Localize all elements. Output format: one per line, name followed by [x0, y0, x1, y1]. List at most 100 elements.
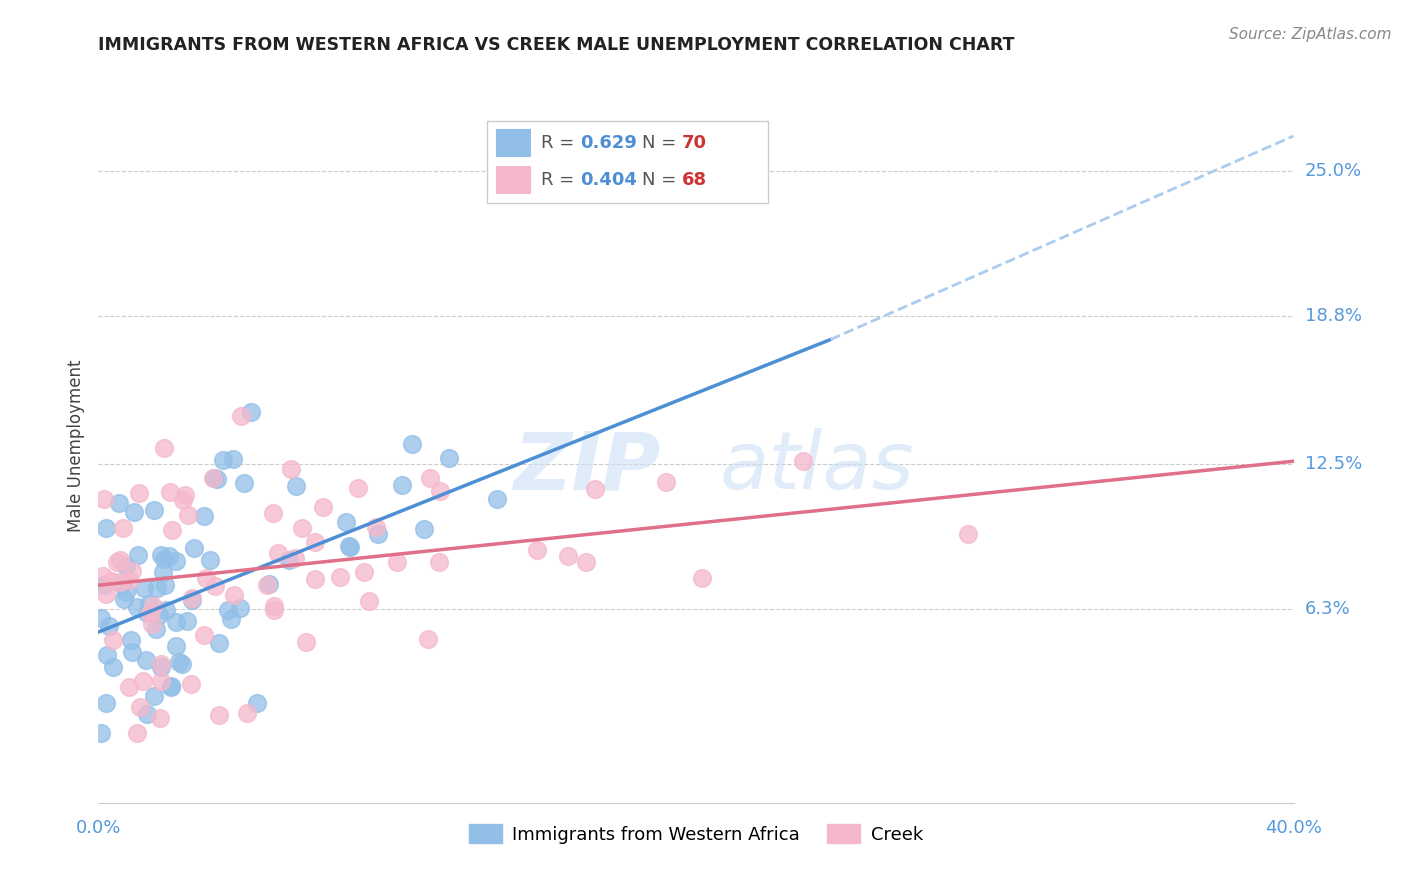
Point — [143, 502, 166, 516]
Point — [110, 553, 132, 567]
Point — [172, 493, 194, 508]
Point — [143, 689, 166, 703]
Point — [93, 492, 115, 507]
Point — [312, 500, 335, 514]
Point — [202, 471, 225, 485]
Point — [295, 634, 318, 648]
Text: IMMIGRANTS FROM WESTERN AFRICA VS CREEK MALE UNEMPLOYMENT CORRELATION CHART: IMMIGRANTS FROM WESTERN AFRICA VS CREEK … — [98, 36, 1015, 54]
Point — [575, 555, 598, 569]
Point — [416, 632, 439, 646]
Text: 0.629: 0.629 — [581, 134, 637, 152]
Text: 25.0%: 25.0% — [1305, 162, 1362, 180]
Point — [118, 574, 141, 588]
Point — [165, 615, 187, 629]
Point — [150, 660, 173, 674]
Point — [366, 519, 388, 533]
Point — [127, 548, 149, 562]
Point — [121, 645, 143, 659]
Point — [125, 600, 148, 615]
Text: 70: 70 — [682, 134, 707, 152]
Point — [229, 600, 252, 615]
Point — [97, 619, 120, 633]
Point — [169, 655, 191, 669]
Point — [359, 594, 381, 608]
Point — [181, 592, 204, 607]
Point — [152, 565, 174, 579]
Point — [236, 706, 259, 720]
Point — [193, 508, 215, 523]
Point — [329, 570, 352, 584]
Point — [692, 571, 714, 585]
Point — [114, 585, 136, 599]
Point — [219, 612, 242, 626]
Point — [148, 607, 170, 622]
Y-axis label: Male Unemployment: Male Unemployment — [66, 359, 84, 533]
Point — [141, 616, 163, 631]
Point — [222, 588, 245, 602]
Point — [108, 496, 131, 510]
Point — [153, 441, 176, 455]
Point — [193, 628, 215, 642]
Point — [792, 454, 814, 468]
Point — [194, 571, 217, 585]
Point — [150, 657, 173, 671]
Point — [304, 535, 326, 549]
Point — [429, 483, 451, 498]
Point — [284, 478, 307, 492]
Point — [122, 505, 145, 519]
FancyBboxPatch shape — [496, 166, 530, 194]
Point — [112, 521, 135, 535]
Text: 12.5%: 12.5% — [1305, 455, 1362, 473]
Point — [284, 550, 307, 565]
Point — [135, 653, 157, 667]
Point — [150, 549, 173, 563]
Point — [240, 405, 263, 419]
Point — [437, 450, 460, 465]
Point — [149, 711, 172, 725]
Point — [96, 648, 118, 662]
Point — [120, 633, 142, 648]
Point — [139, 606, 162, 620]
Point — [557, 549, 579, 563]
Point — [263, 599, 285, 614]
Text: atlas: atlas — [720, 428, 915, 507]
Point — [155, 603, 177, 617]
Point — [127, 725, 149, 739]
Point — [121, 564, 143, 578]
Point — [200, 553, 222, 567]
Point — [135, 706, 157, 721]
Point — [367, 526, 389, 541]
Point — [103, 660, 125, 674]
Point — [655, 475, 678, 489]
Point — [157, 549, 180, 564]
Point — [170, 657, 193, 671]
Text: N =: N = — [643, 171, 682, 189]
Point — [160, 680, 183, 694]
Point — [111, 577, 134, 591]
Point — [101, 632, 124, 647]
Point — [212, 452, 235, 467]
Legend: Immigrants from Western Africa, Creek: Immigrants from Western Africa, Creek — [463, 817, 929, 851]
Point — [118, 680, 141, 694]
Point — [391, 478, 413, 492]
Point — [96, 696, 118, 710]
Text: 0.404: 0.404 — [581, 171, 637, 189]
Point — [347, 481, 370, 495]
Text: 18.8%: 18.8% — [1305, 307, 1361, 326]
Point — [232, 475, 254, 490]
Point — [335, 515, 357, 529]
Point — [956, 526, 979, 541]
Point — [231, 409, 253, 423]
Point — [217, 603, 239, 617]
Point — [256, 578, 278, 592]
Text: 6.3%: 6.3% — [1305, 599, 1350, 617]
Point — [115, 558, 138, 573]
Text: 68: 68 — [682, 171, 707, 189]
Point — [105, 555, 128, 569]
Point — [165, 640, 187, 654]
FancyBboxPatch shape — [496, 129, 530, 156]
Point — [100, 574, 122, 588]
Point — [145, 581, 167, 595]
Point — [246, 696, 269, 710]
Point — [93, 578, 115, 592]
